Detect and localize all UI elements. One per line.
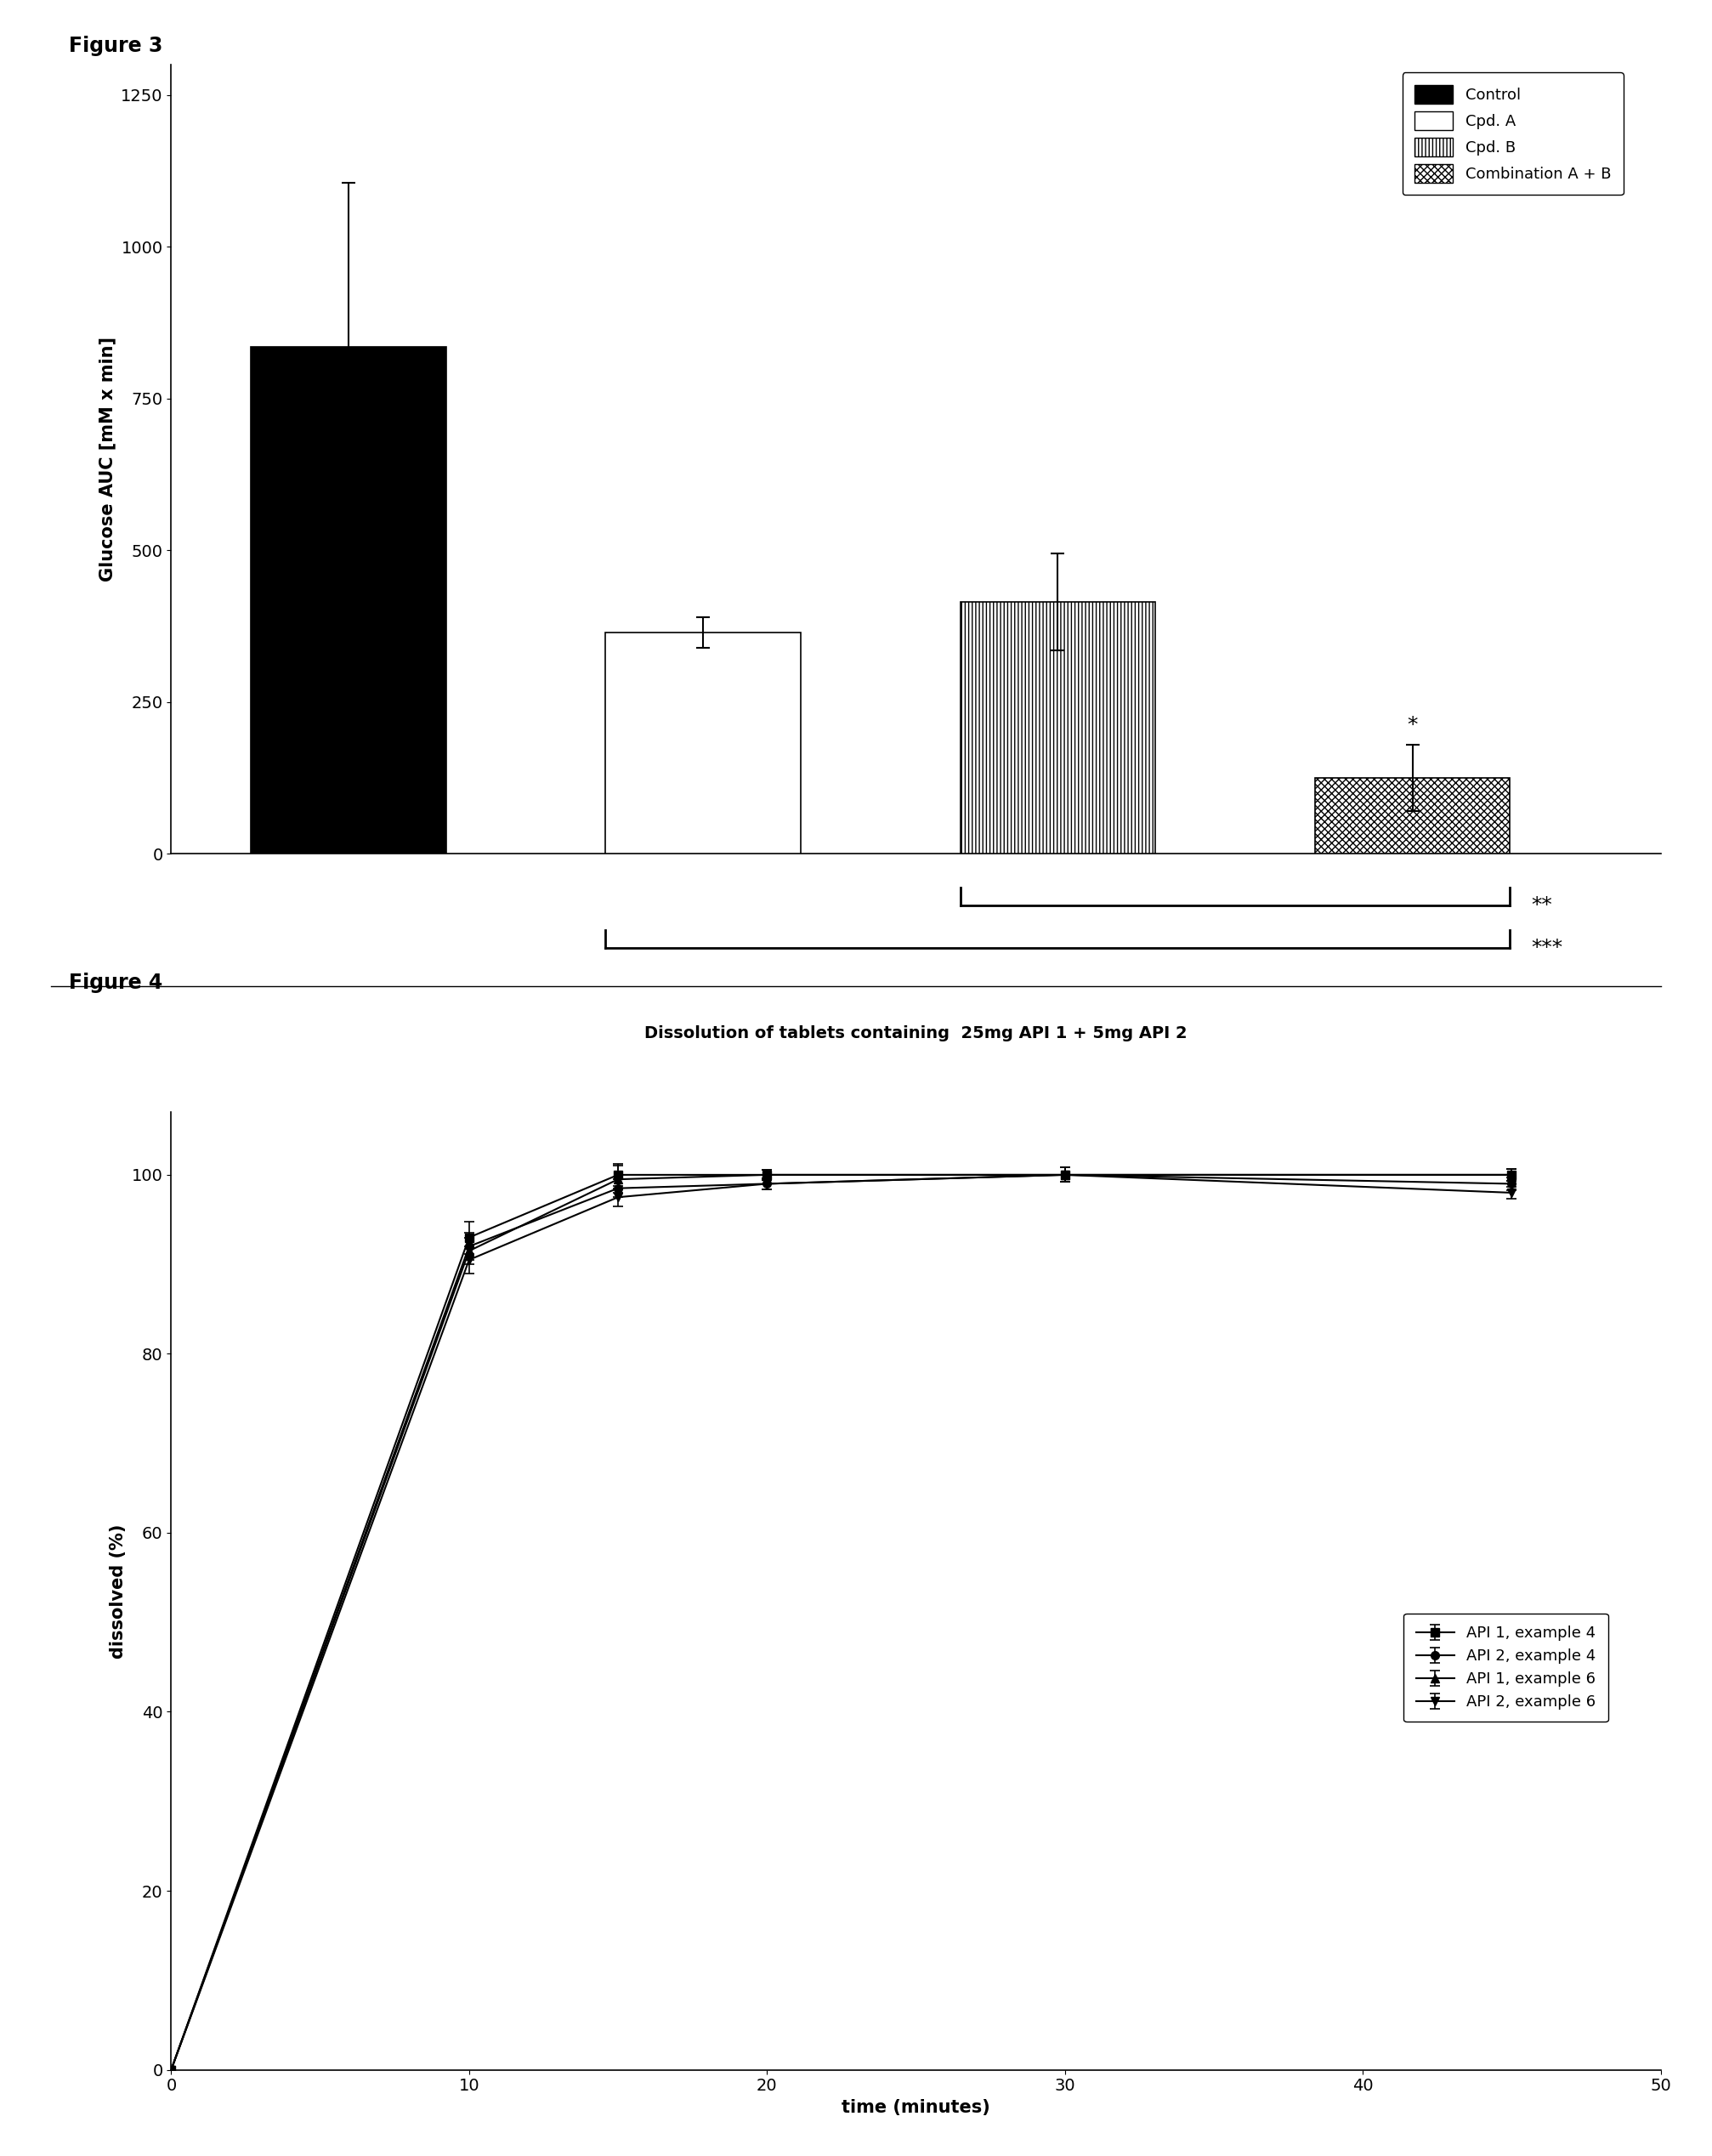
Bar [960, 602, 1156, 854]
Legend: API 1, example 4, API 2, example 4, API 1, example 6, API 2, example 6: API 1, example 4, API 2, example 4, API … [1404, 1613, 1608, 1723]
Y-axis label: Glucose AUC [mM x min]: Glucose AUC [mM x min] [99, 336, 116, 582]
Legend: Control, Cpd. A, Cpd. B, Combination A + B: Control, Cpd. A, Cpd. B, Combination A +… [1402, 73, 1623, 194]
Y-axis label: dissolved (%): dissolved (%) [110, 1524, 127, 1658]
Text: Figure 4: Figure 4 [68, 972, 163, 994]
Text: *: * [1407, 716, 1418, 735]
Bar [1315, 778, 1510, 854]
Text: ***: *** [1531, 938, 1563, 957]
Bar [252, 347, 447, 854]
Text: Figure 3: Figure 3 [68, 37, 163, 56]
Text: **: ** [1531, 895, 1553, 916]
Text: Dissolution of tablets containing  25mg API 1 + 5mg API 2: Dissolution of tablets containing 25mg A… [644, 1024, 1188, 1041]
X-axis label: time (minutes): time (minutes) [842, 2100, 990, 2115]
Bar [606, 632, 801, 854]
